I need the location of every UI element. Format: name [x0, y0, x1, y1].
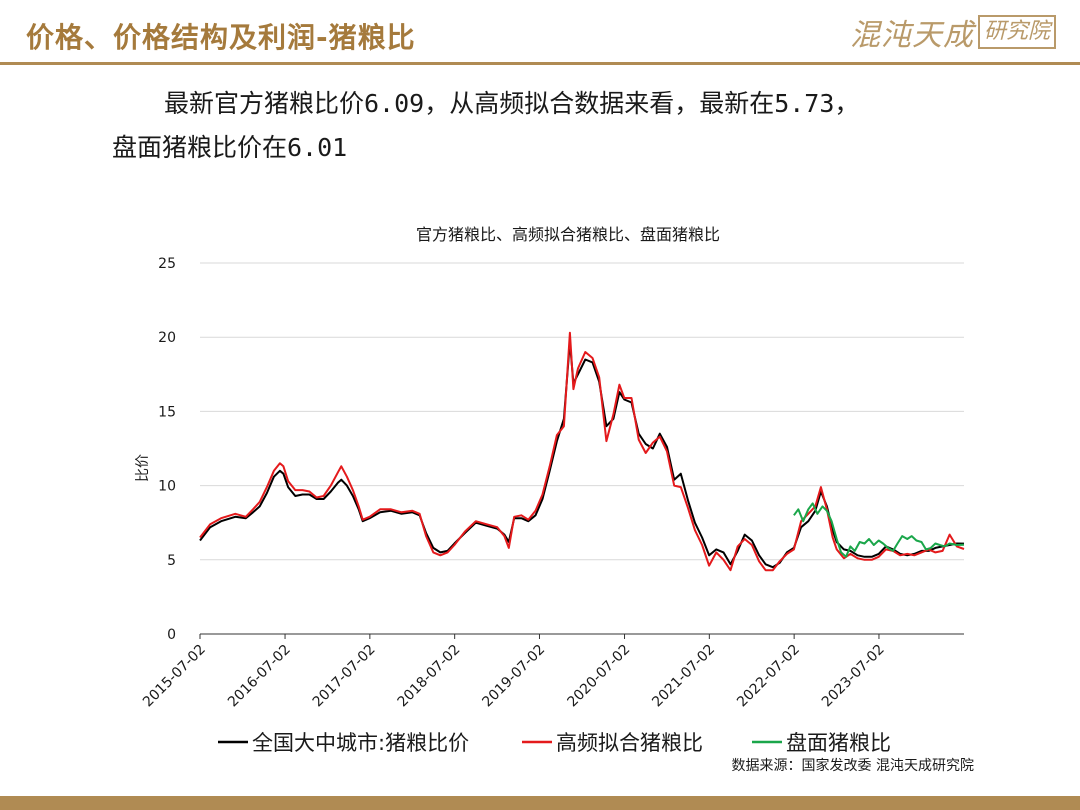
series-lines — [199, 331, 965, 572]
brand-box: 研究院 — [977, 15, 1056, 49]
legend-item-3: 盘面猪粮比 — [752, 731, 891, 755]
y-tick-label: 10 — [158, 479, 176, 495]
x-tick-label: 2017-07-02 — [310, 642, 379, 711]
y-tick-label: 5 — [167, 553, 176, 569]
series-line-1 — [199, 340, 965, 569]
legend-label: 盘面猪粮比 — [786, 731, 891, 755]
data-source: 数据来源：国家发改委 混沌天成研究院 — [732, 757, 974, 774]
x-tick-label: 2021-07-02 — [649, 642, 718, 711]
header-divider — [0, 62, 1080, 65]
summary-line-2: 盘面猪粮比价在6.01 — [112, 133, 348, 162]
x-tick-label: 2023-07-02 — [819, 642, 888, 711]
footer-bar — [0, 796, 1080, 810]
legend: 全国大中城市:猪粮比价 高频拟合猪粮比 盘面猪粮比 — [218, 731, 891, 755]
header: 价格、价格结构及利润-猪粮比 混沌天成 研究院 — [0, 0, 1080, 65]
x-tick-label: 2020-07-02 — [564, 642, 633, 711]
y-axis: 0 5 10 15 20 25 — [158, 256, 176, 643]
brand-name: 混沌天成 — [849, 18, 974, 53]
x-tick-label: 2015-07-02 — [140, 642, 209, 711]
x-tick-label: 2022-07-02 — [734, 642, 803, 711]
y-tick-label: 20 — [158, 330, 176, 346]
x-tick-label: 2018-07-02 — [395, 642, 464, 711]
summary-text: 最新官方猪粮比价6.09，从高频拟合数据来看，最新在5.73， 盘面猪粮比价在6… — [112, 82, 1012, 170]
y-axis-label: 比价 — [135, 454, 151, 482]
series-line-2 — [199, 331, 965, 572]
y-tick-label: 0 — [167, 627, 176, 643]
legend-label: 高频拟合猪粮比 — [556, 731, 703, 755]
x-axis: 2015-07-02 2016-07-02 2017-07-02 2018-07-02… — [140, 633, 964, 711]
brand-logo: 混沌天成 研究院 — [850, 14, 1056, 53]
summary-line-1: 最新官方猪粮比价6.09，从高频拟合数据来看，最新在5.73， — [164, 89, 860, 118]
grid-lines — [200, 262, 964, 561]
chart-title: 官方猪粮比、高频拟合猪粮比、盘面猪粮比 — [416, 225, 720, 244]
legend-label: 全国大中城市:猪粮比价 — [252, 731, 469, 755]
x-tick-label: 2016-07-02 — [225, 642, 294, 711]
legend-item-1: 全国大中城市:猪粮比价 — [218, 731, 469, 755]
x-tick-label: 2019-07-02 — [479, 642, 548, 711]
y-tick-label: 15 — [158, 404, 176, 420]
legend-item-2: 高频拟合猪粮比 — [522, 731, 703, 755]
page-title: 价格、价格结构及利润-猪粮比 — [26, 21, 416, 54]
series-line-3 — [793, 502, 965, 558]
y-tick-label: 25 — [158, 256, 176, 272]
